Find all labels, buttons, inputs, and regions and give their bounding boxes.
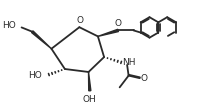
- Polygon shape: [32, 31, 52, 49]
- Text: O: O: [115, 19, 122, 28]
- Polygon shape: [89, 72, 91, 91]
- Text: NH: NH: [122, 58, 136, 67]
- Text: HO: HO: [2, 21, 16, 30]
- Text: HO: HO: [28, 71, 42, 80]
- Polygon shape: [98, 29, 118, 36]
- Text: O: O: [141, 74, 148, 83]
- Text: O: O: [77, 16, 84, 25]
- Text: OH: OH: [83, 95, 97, 104]
